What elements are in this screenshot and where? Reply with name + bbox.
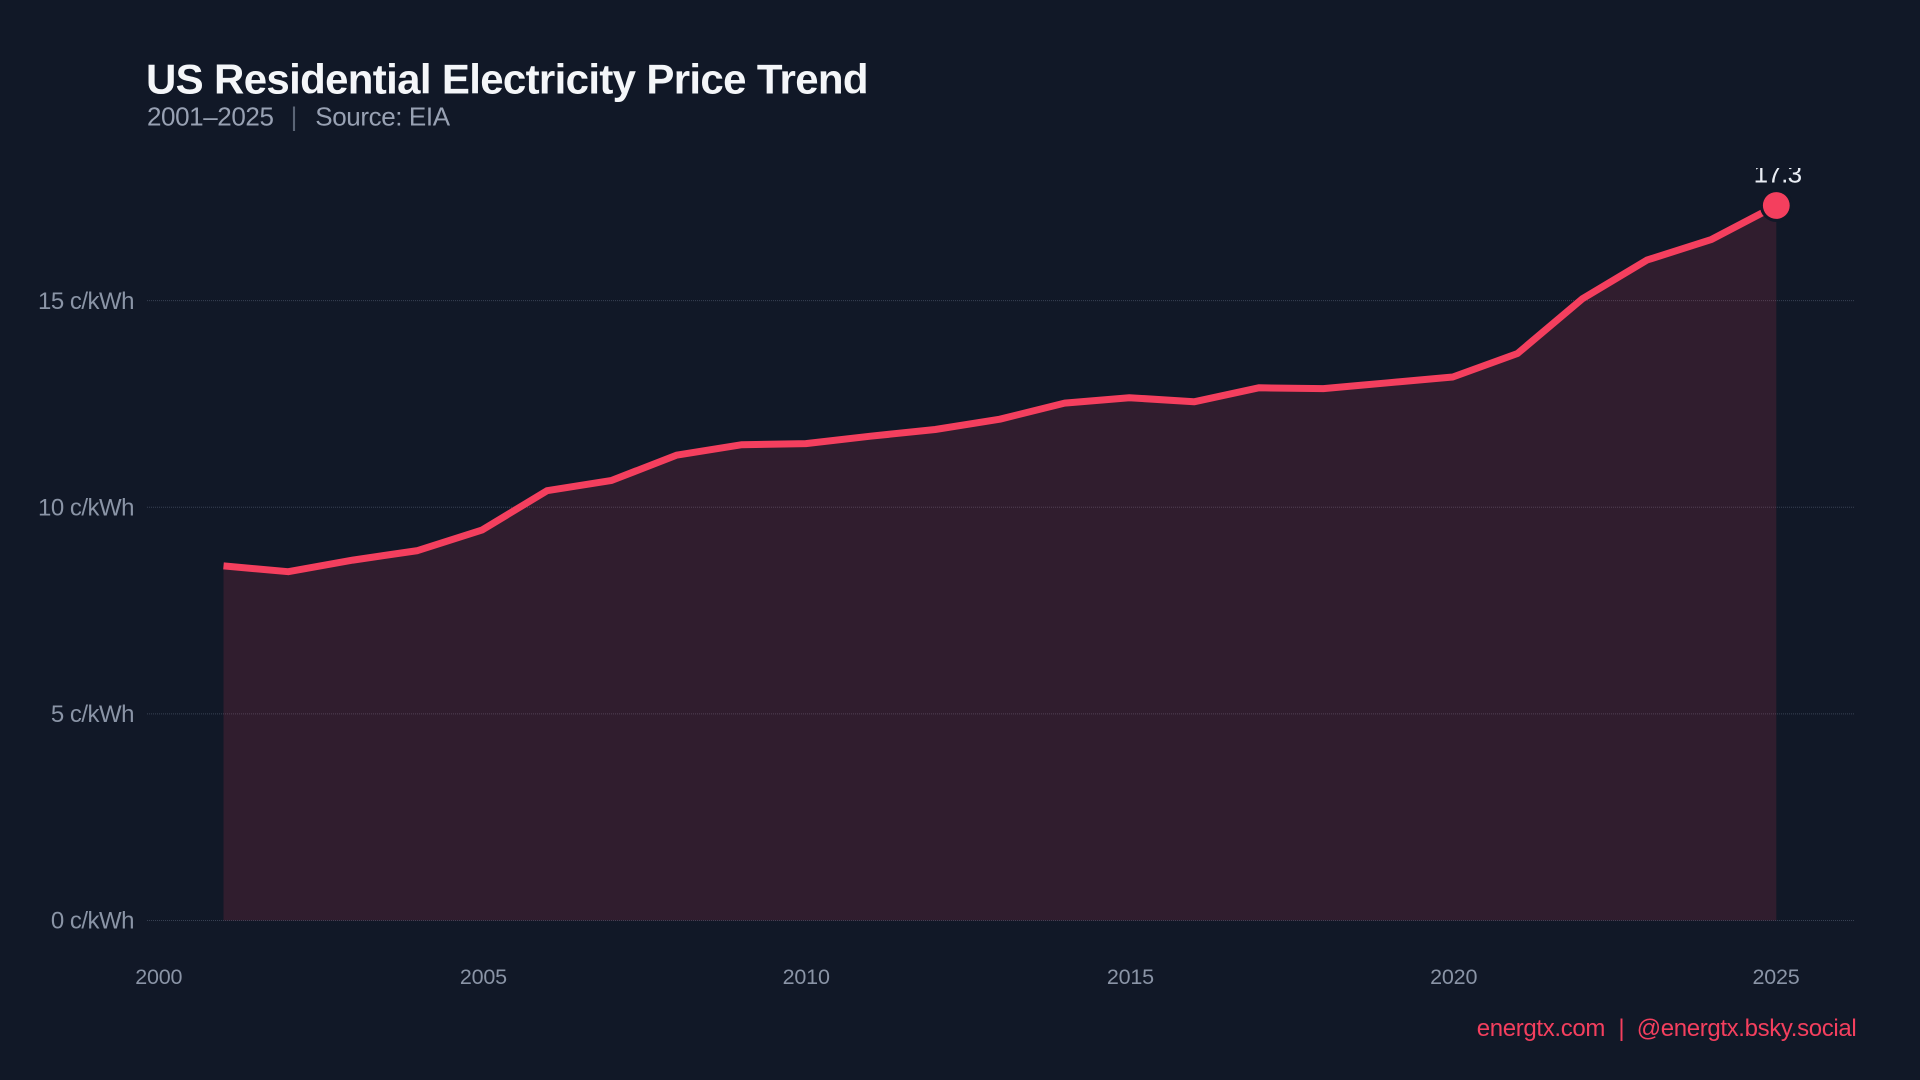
svg-text:15 c/kWh: 15 c/kWh (38, 288, 134, 315)
svg-text:2005: 2005 (460, 965, 507, 989)
svg-text:17.3: 17.3 (1754, 159, 1802, 189)
svg-text:|: | (291, 102, 298, 132)
svg-text:10 c/kWh: 10 c/kWh (38, 494, 134, 521)
svg-text:2000: 2000 (135, 965, 182, 989)
svg-text:@energtx.bsky.social: @energtx.bsky.social (1637, 1015, 1857, 1042)
svg-text:|: | (1618, 1015, 1624, 1042)
svg-text:energtx.com: energtx.com (1477, 1015, 1605, 1042)
svg-text:2025: 2025 (1752, 965, 1799, 989)
svg-text:5 c/kWh: 5 c/kWh (51, 701, 134, 728)
svg-text:0 c/kWh: 0 c/kWh (51, 908, 134, 935)
svg-text:2010: 2010 (783, 965, 830, 989)
svg-text:2020: 2020 (1430, 965, 1477, 989)
svg-text:US Residential Electricity Pri: US Residential Electricity Price Trend (146, 56, 868, 103)
svg-text:2015: 2015 (1107, 965, 1154, 989)
svg-text:2001–2025: 2001–2025 (147, 102, 274, 132)
svg-text:Source: EIA: Source: EIA (315, 102, 450, 132)
